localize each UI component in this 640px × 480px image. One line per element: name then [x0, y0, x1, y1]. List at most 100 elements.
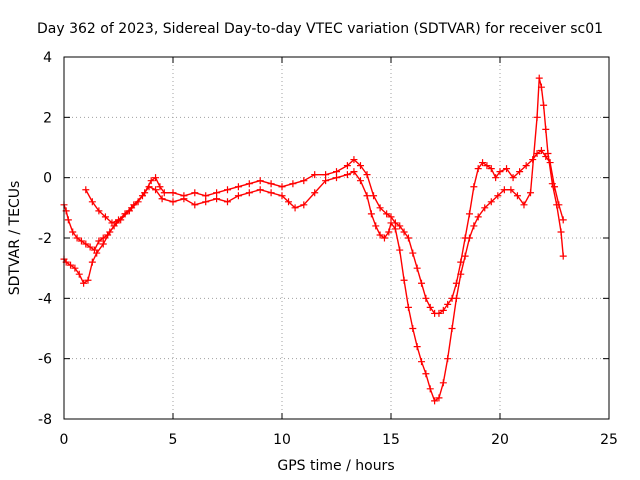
- data-point: [435, 309, 443, 317]
- data-point: [492, 174, 500, 182]
- data-point: [474, 165, 482, 173]
- data-point: [285, 198, 293, 206]
- data-point: [500, 186, 508, 194]
- data-point: [343, 171, 351, 179]
- data-point: [383, 210, 391, 218]
- data-point: [535, 74, 543, 82]
- data-point: [385, 228, 393, 236]
- data-point: [145, 183, 153, 191]
- data-point: [426, 385, 434, 393]
- data-point: [224, 198, 231, 206]
- y-axis-label: SDTVAR / TECUs: [7, 181, 23, 296]
- data-point: [256, 186, 264, 194]
- data-point: [169, 189, 177, 197]
- data-point: [422, 294, 430, 302]
- chart-title: Day 362 of 2023, Sidereal Day-to-day VTE…: [37, 21, 603, 37]
- series-line: [85, 189, 133, 224]
- data-point: [559, 252, 567, 260]
- data-point: [557, 228, 565, 236]
- data-point: [387, 219, 395, 227]
- data-point: [160, 189, 168, 197]
- data-point: [82, 186, 90, 194]
- axis-ticks: 0 5 10 15 20 25 -8 -6 -4 -2 0 2 4: [38, 50, 618, 448]
- y-tick-label: -2: [38, 231, 52, 247]
- data-point: [422, 370, 430, 378]
- data-series: [60, 74, 567, 405]
- data-point: [291, 204, 299, 212]
- data-point: [444, 300, 452, 308]
- data-point: [376, 204, 384, 212]
- y-tick-label: -4: [38, 291, 52, 307]
- data-point: [496, 168, 504, 176]
- grid: [64, 57, 609, 419]
- data-point: [80, 279, 88, 287]
- y-tick-label: -8: [38, 412, 52, 428]
- data-point: [448, 325, 456, 332]
- data-point: [439, 306, 447, 314]
- data-point: [400, 228, 408, 236]
- data-point: [356, 162, 364, 170]
- data-point: [73, 234, 81, 242]
- data-point: [509, 174, 517, 182]
- data-point: [71, 264, 79, 272]
- series-line: [63, 77, 564, 402]
- x-tick-label: 5: [169, 432, 178, 448]
- data-point: [152, 186, 160, 194]
- data-point: [487, 198, 495, 206]
- data-point: [435, 394, 443, 402]
- y-tick-label: 2: [43, 110, 52, 126]
- data-point: [418, 358, 426, 366]
- data-point: [372, 222, 380, 230]
- data-point: [540, 101, 548, 109]
- data-point: [69, 228, 77, 236]
- data-point: [396, 222, 404, 230]
- data-point: [99, 234, 107, 242]
- data-point: [404, 234, 412, 242]
- data-point: [522, 162, 530, 170]
- data-point: [494, 192, 502, 200]
- data-point: [396, 246, 404, 254]
- data-point: [138, 192, 146, 200]
- data-point: [507, 186, 515, 194]
- data-point: [439, 379, 447, 387]
- data-point: [245, 189, 253, 197]
- data-point: [513, 192, 521, 200]
- data-point: [267, 180, 275, 188]
- data-point: [202, 198, 210, 206]
- data-point: [191, 201, 199, 209]
- data-point: [224, 186, 231, 194]
- data-point: [86, 243, 94, 251]
- data-point: [95, 207, 103, 215]
- data-point: [213, 189, 221, 197]
- data-point: [108, 219, 116, 227]
- data-point: [465, 210, 473, 218]
- data-point: [409, 325, 417, 332]
- data-point: [537, 83, 545, 91]
- data-point: [300, 177, 308, 185]
- data-point: [311, 189, 319, 197]
- data-point: [516, 168, 524, 176]
- data-point: [101, 213, 109, 221]
- data-point: [400, 276, 408, 284]
- data-point: [289, 180, 297, 188]
- data-point: [413, 343, 421, 351]
- y-tick-label: 0: [43, 171, 52, 187]
- data-point: [363, 171, 371, 179]
- data-point: [380, 234, 388, 242]
- data-point: [77, 237, 85, 245]
- data-point: [553, 201, 561, 209]
- data-point: [245, 180, 253, 188]
- data-point: [93, 249, 101, 257]
- data-point: [544, 150, 552, 158]
- data-point: [343, 162, 351, 170]
- y-tick-label: 4: [43, 50, 52, 66]
- x-tick-label: 10: [273, 432, 291, 448]
- x-axis-label: GPS time / hours: [277, 458, 394, 474]
- data-point: [481, 204, 489, 212]
- data-point: [234, 192, 242, 200]
- data-point: [322, 171, 330, 179]
- data-point: [533, 113, 541, 121]
- data-point: [213, 195, 221, 203]
- data-point: [88, 258, 96, 266]
- data-point: [106, 228, 114, 236]
